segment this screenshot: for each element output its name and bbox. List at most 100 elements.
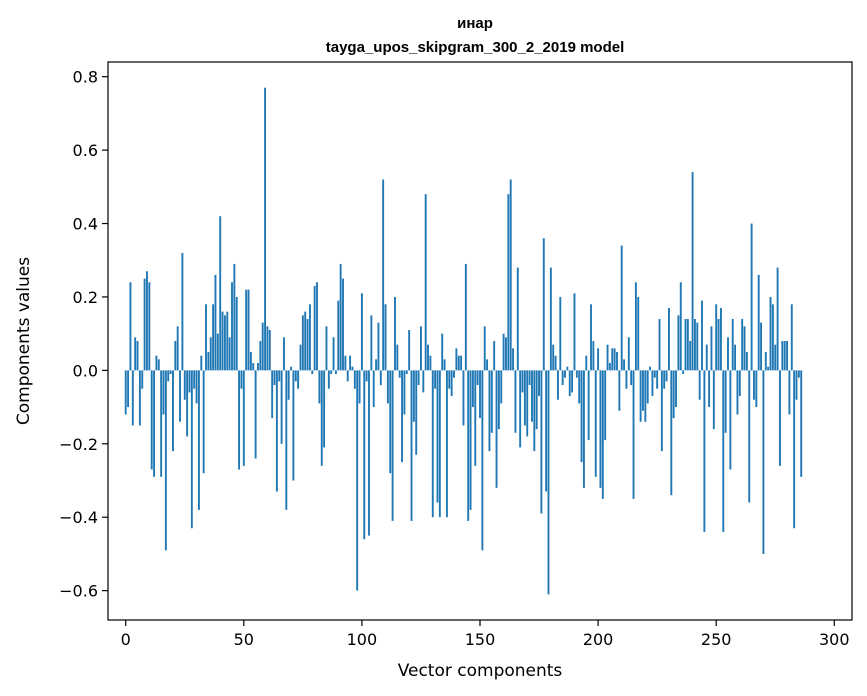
- bar: [195, 370, 198, 404]
- bar: [160, 370, 163, 477]
- bar: [377, 322, 380, 371]
- bar: [483, 326, 486, 371]
- bar: [540, 370, 543, 514]
- bar: [424, 194, 427, 371]
- bar: [564, 370, 566, 378]
- bar: [162, 370, 165, 415]
- bar: [663, 370, 666, 389]
- bar: [436, 370, 439, 503]
- bar: [495, 370, 498, 488]
- bar: [526, 370, 529, 437]
- bar: [429, 355, 432, 371]
- bar: [639, 370, 642, 422]
- bar: [219, 216, 222, 371]
- bar: [441, 333, 444, 371]
- bar: [656, 370, 659, 389]
- bar: [153, 370, 155, 477]
- bar: [332, 337, 335, 371]
- bar: [637, 296, 640, 371]
- bar: [455, 348, 458, 371]
- bar: [767, 366, 770, 371]
- bar: [722, 370, 725, 532]
- bar: [665, 370, 668, 382]
- bar: [434, 370, 437, 389]
- bar: [679, 282, 682, 371]
- bar: [481, 370, 484, 551]
- bar: [616, 352, 618, 371]
- bar: [261, 322, 264, 371]
- bar: [457, 355, 460, 371]
- y-axis: −0.6 −0.4 −0.2 0.0 0.2 0.4 0.6 0.8: [59, 68, 108, 601]
- bar: [549, 267, 552, 371]
- bar: [590, 304, 592, 371]
- bar: [124, 370, 127, 415]
- bar: [415, 370, 418, 455]
- bar: [337, 300, 340, 371]
- bar: [745, 352, 748, 371]
- bar: [719, 307, 722, 371]
- bar: [401, 370, 403, 463]
- bar: [360, 293, 363, 371]
- bar: [363, 370, 366, 540]
- bar: [594, 370, 597, 477]
- bar: [601, 370, 604, 499]
- bar: [542, 238, 545, 371]
- bar: [391, 370, 394, 521]
- bar: [592, 341, 595, 371]
- bar: [693, 318, 696, 371]
- bar: [233, 263, 236, 371]
- bar: [427, 344, 429, 371]
- bar: [349, 355, 352, 371]
- bar: [514, 370, 517, 433]
- y-tick-label: 0.2: [73, 288, 98, 307]
- bar: [604, 370, 607, 441]
- bar: [238, 370, 241, 470]
- bar: [471, 370, 474, 408]
- bar: [741, 318, 744, 371]
- y-axis-label: Components values: [14, 257, 34, 425]
- bar: [729, 370, 732, 470]
- bar: [351, 366, 354, 371]
- bar: [157, 359, 160, 371]
- bar: [587, 370, 590, 441]
- bar: [684, 318, 687, 371]
- bar: [235, 296, 238, 371]
- chart-title-line-2: tayga_upos_skipgram_300_2_2019 model: [326, 39, 625, 56]
- bar: [743, 326, 746, 371]
- bar: [795, 370, 798, 400]
- bar: [396, 344, 399, 371]
- bar: [634, 282, 637, 371]
- bar: [715, 304, 718, 371]
- bar: [245, 289, 248, 371]
- bar: [727, 337, 729, 371]
- bar: [259, 341, 262, 371]
- bar: [129, 282, 132, 371]
- bar: [398, 370, 401, 378]
- bar: [627, 337, 630, 371]
- bar: [762, 370, 765, 554]
- bar: [368, 370, 370, 536]
- bar: [155, 355, 158, 371]
- x-tick-label: 100: [347, 630, 378, 649]
- bar: [486, 359, 489, 371]
- x-tick-label: 250: [701, 630, 732, 649]
- bar: [781, 341, 784, 371]
- bar: [793, 370, 796, 529]
- bar: [578, 370, 581, 404]
- bar: [212, 304, 215, 371]
- bar: [800, 370, 803, 477]
- bar: [779, 370, 781, 466]
- x-axis: 0 50 100 150 200 250 300: [121, 620, 850, 649]
- bar: [172, 370, 174, 452]
- bar: [686, 318, 689, 371]
- bar: [448, 370, 451, 389]
- bar: [334, 370, 337, 375]
- bar: [505, 337, 507, 371]
- x-tick-label: 0: [121, 630, 131, 649]
- bar: [523, 370, 526, 426]
- bar: [644, 370, 647, 422]
- bar: [736, 370, 739, 415]
- bar: [297, 370, 300, 389]
- bar: [672, 370, 675, 419]
